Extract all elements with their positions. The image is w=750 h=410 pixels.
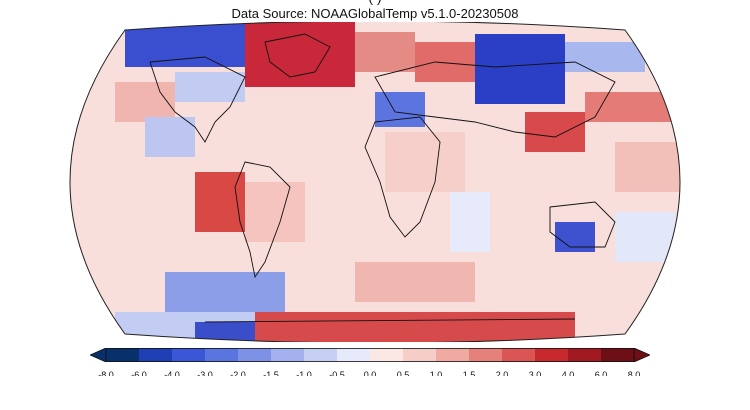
colorbar-tick-label: -1.0 xyxy=(296,370,312,376)
colorbar-extend-low xyxy=(90,348,107,362)
colorbar-tick-label: 3.0 xyxy=(528,370,542,376)
coastline-australia xyxy=(549,201,616,248)
anomaly-patch-cold-arctic-west xyxy=(125,22,245,67)
map-subtitle: Data Source: NOAAGlobalTemp v5.1.0-20230… xyxy=(231,6,519,21)
colorbar-segment xyxy=(568,348,602,362)
colorbar-tick-label: 4.0 xyxy=(561,370,575,376)
colorbar-tick-label: -6.0 xyxy=(131,370,147,376)
colorbar-segment xyxy=(205,348,239,362)
colorbar-segment xyxy=(304,348,338,362)
colorbar-segment xyxy=(469,348,503,362)
map-title: ( ) xyxy=(0,0,750,7)
anomaly-patch-cool-east-siberia xyxy=(565,42,645,72)
colorbar-tick-label: -3.0 xyxy=(197,370,213,376)
coastline-africa xyxy=(364,116,441,238)
anomaly-patch-cold-antarctic-coast xyxy=(195,322,255,342)
anomaly-patch-warm-southeast-asia xyxy=(525,112,585,152)
coastline-south-america xyxy=(234,161,291,279)
coastline-greenland xyxy=(264,33,331,78)
colorbar-segment xyxy=(601,348,635,362)
anomaly-patch-warm-arctic xyxy=(355,32,415,72)
colorbar-tick-label: -2.0 xyxy=(230,370,246,376)
anomaly-patch-warm-central-pacific xyxy=(615,142,680,192)
colorbar-tick-label: -8.0 xyxy=(98,370,114,376)
coastlines xyxy=(149,33,616,323)
colorbar-tick-label: -0.5 xyxy=(329,370,345,376)
colorbar-segment xyxy=(172,348,206,362)
anomaly-patch-warm-south-atlantic xyxy=(355,262,475,302)
colorbar-tick-label: -1.5 xyxy=(263,370,279,376)
colorbar-segment xyxy=(370,348,404,362)
anomaly-patch-warm-antarctica xyxy=(255,312,575,342)
colorbar-segment xyxy=(106,348,140,362)
anomaly-patch-neutral-indian-ocean xyxy=(450,192,490,252)
globe-outline xyxy=(69,22,681,342)
anomaly-patch-warm-north-pacific xyxy=(115,82,175,122)
anomaly-patch-warm-greenland xyxy=(245,22,355,87)
colorbar-segment xyxy=(337,348,371,362)
colorbar-segment xyxy=(139,348,173,362)
anomaly-patch-cool-southeast-pacific xyxy=(165,272,285,312)
colorbar-tick-label: 8.0 xyxy=(627,370,641,376)
coastline-eurasia xyxy=(374,61,616,138)
colorbar-segment xyxy=(403,348,437,362)
colorbar-segment xyxy=(271,348,305,362)
colorbar-segment xyxy=(436,348,470,362)
colorbar-extend-high xyxy=(633,348,650,362)
colorbar-segment xyxy=(238,348,272,362)
colorbar-tick-label: 2.0 xyxy=(495,370,509,376)
anomaly-patch-cool-east-pacific xyxy=(145,117,195,157)
anomaly-patch-warm-africa xyxy=(385,132,465,192)
colorbar-tick-label: -4.0 xyxy=(164,370,180,376)
anomaly-patch-cold-siberia xyxy=(475,34,565,104)
colorbar-tick-label: 6.0 xyxy=(594,370,608,376)
colorbar-tick-label: 1.5 xyxy=(462,370,476,376)
colorbar-tick-label: 1.0 xyxy=(429,370,443,376)
anomaly-patch-warm-europe xyxy=(415,42,475,82)
colorbar-segment xyxy=(535,348,569,362)
anomaly-patch-warm-northwest-pacific xyxy=(585,92,675,122)
coastline-north-america xyxy=(149,56,246,143)
anomaly-colorbar xyxy=(90,348,650,362)
colorbar-tick-label: 0.0 xyxy=(363,370,377,376)
anomaly-patch-neutral-south-pacific xyxy=(615,212,675,262)
temperature-anomaly-map xyxy=(69,22,681,342)
anomaly-patch-warm-south-america xyxy=(245,182,305,242)
anomaly-patch-cold-mediterranean xyxy=(375,92,425,127)
coastline-antarctica xyxy=(204,318,576,323)
colorbar-segment xyxy=(502,348,536,362)
colorbar-tick-labels: -8.0 -6.0 -4.0 -3.0 -2.0 -1.5 -1.0 -0.5 0.0 0.5 1.… xyxy=(0,370,750,376)
colorbar-tick-label: 0.5 xyxy=(396,370,410,376)
anomaly-patch-cold-australia xyxy=(555,222,595,252)
colorbar-frame xyxy=(105,348,635,362)
anomaly-patch-cool-north-america xyxy=(175,72,245,102)
